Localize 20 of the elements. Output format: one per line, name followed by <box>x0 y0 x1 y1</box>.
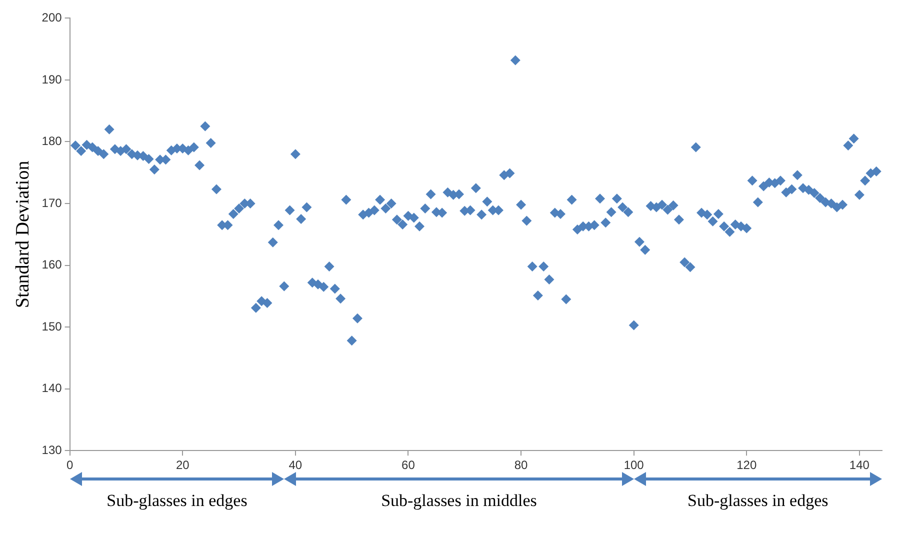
x-tick-label: 60 <box>402 458 416 472</box>
y-tick-label: 200 <box>42 10 62 25</box>
y-tick-label: 130 <box>42 442 62 457</box>
y-tick-label: 170 <box>42 196 62 210</box>
text: Sub-glasses in edges <box>688 490 828 511</box>
text: Sub-glasses in middles <box>381 490 537 511</box>
y-tick-label: 180 <box>42 134 62 148</box>
text: Sub-glasses in edges <box>106 490 248 511</box>
y-tick-label: 140 <box>42 381 62 396</box>
x-tick-label: 40 <box>288 458 302 472</box>
y-tick-label: 160 <box>42 258 62 272</box>
x-tick-label: 20 <box>176 458 190 472</box>
x-tick-label: 140 <box>849 458 870 472</box>
x-tick-label: 100 <box>624 458 644 472</box>
x-tick-label: 0 <box>66 458 74 472</box>
x-tick-label: 80 <box>514 458 528 472</box>
y-axis-title: Standard Deviation <box>12 160 34 308</box>
y-tick-label: 190 <box>42 72 62 86</box>
x-tick-label: 120 <box>736 458 757 472</box>
y-tick-label: 150 <box>42 319 62 334</box>
